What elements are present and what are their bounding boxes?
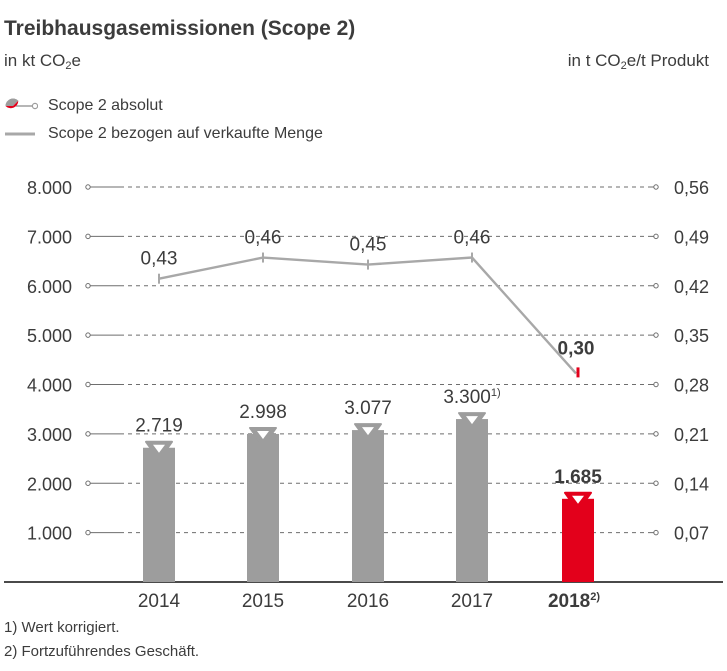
y-left-tick-label: 8.000	[27, 178, 72, 198]
bar-value-label: 3.3001)	[443, 387, 500, 408]
bar	[352, 430, 384, 582]
y-right-tick-label: 0,28	[674, 376, 709, 396]
y-right-tick-label: 0,42	[674, 277, 709, 297]
right-tick-marker	[653, 529, 659, 536]
right-tick-marker	[653, 431, 659, 437]
legend-label-relative: Scope 2 bezogen auf verkaufte Menge	[48, 125, 323, 142]
left-tick-marker	[85, 332, 91, 338]
x-tick-label: 2017	[451, 591, 493, 612]
line-value-label: 0,30	[558, 338, 595, 359]
bar-value-label: 1.685	[554, 467, 602, 488]
x-tick-label: 20182)	[548, 591, 600, 612]
y-left-tick-label: 6.000	[27, 277, 72, 297]
chart-title: Treibhausgasemissionen (Scope 2)	[4, 17, 356, 40]
left-tick-marker	[85, 480, 91, 486]
left-tick-marker	[85, 381, 91, 388]
x-tick-label: 2014	[138, 591, 181, 612]
line-value-label: 0,45	[350, 235, 387, 256]
line-value-label: 0,43	[141, 249, 178, 270]
y-right-tick-label: 0,49	[674, 227, 709, 247]
right-axis-unit: in t CO2e/t Produkt	[567, 51, 709, 72]
bar-value-label: 2.719	[135, 416, 183, 437]
legend-item-relative: Scope 2 bezogen auf verkaufte Menge	[4, 125, 323, 143]
bar	[247, 433, 279, 582]
y-left-tick-label: 7.000	[27, 227, 72, 247]
bar-top-marker-inner	[153, 444, 165, 453]
y-left-tick-label: 5.000	[27, 326, 72, 346]
bar-value-label: 2.998	[239, 402, 287, 423]
right-tick-marker	[653, 283, 659, 289]
left-axis-unit: in kt CO2e	[4, 51, 81, 72]
left-tick-marker	[85, 431, 91, 437]
bar	[143, 447, 175, 582]
y-left-tick-label: 3.000	[27, 425, 72, 445]
y-right-tick-label: 0,21	[674, 425, 709, 445]
line-value-label: 0,46	[454, 228, 491, 249]
left-tick-marker	[85, 233, 91, 240]
bar-top-marker-inner	[257, 430, 269, 439]
legend-item-absolute: Scope 2 absolut	[4, 97, 163, 115]
line-value-label: 0,46	[245, 228, 282, 249]
left-tick-marker	[85, 529, 91, 536]
left-tick-marker	[85, 283, 91, 289]
bar-value-label: 3.077	[344, 398, 392, 419]
footnote-1: 1) Wert korrigiert.	[4, 619, 120, 636]
footnote-2: 2) Fortzuführendes Geschäft.	[4, 643, 200, 660]
left-tick-marker	[85, 184, 91, 190]
bar-top-marker-inner	[572, 495, 584, 504]
y-right-tick-label: 0,56	[674, 178, 709, 198]
bar	[562, 498, 594, 582]
bar-top-marker-inner	[466, 416, 478, 425]
right-tick-marker	[653, 332, 659, 338]
y-left-tick-label: 1.000	[27, 524, 72, 544]
bar-marker-legend-icon	[5, 98, 38, 110]
legend-label-absolute: Scope 2 absolut	[48, 97, 163, 114]
line-series-path	[158, 256, 577, 375]
line-legend-icon	[5, 132, 35, 136]
bar	[456, 419, 488, 582]
right-tick-marker	[653, 184, 659, 190]
right-tick-marker	[653, 233, 659, 240]
x-tick-label: 2016	[347, 591, 389, 612]
y-right-tick-label: 0,07	[674, 524, 709, 544]
bar-top-marker-inner	[362, 427, 374, 436]
y-right-tick-label: 0,14	[674, 474, 709, 494]
x-tick-label: 2015	[242, 591, 284, 612]
right-tick-marker	[653, 381, 659, 388]
y-right-tick-label: 0,35	[674, 326, 709, 346]
y-left-tick-label: 4.000	[27, 376, 72, 396]
y-left-tick-label: 2.000	[27, 474, 72, 494]
right-tick-marker	[653, 480, 659, 486]
